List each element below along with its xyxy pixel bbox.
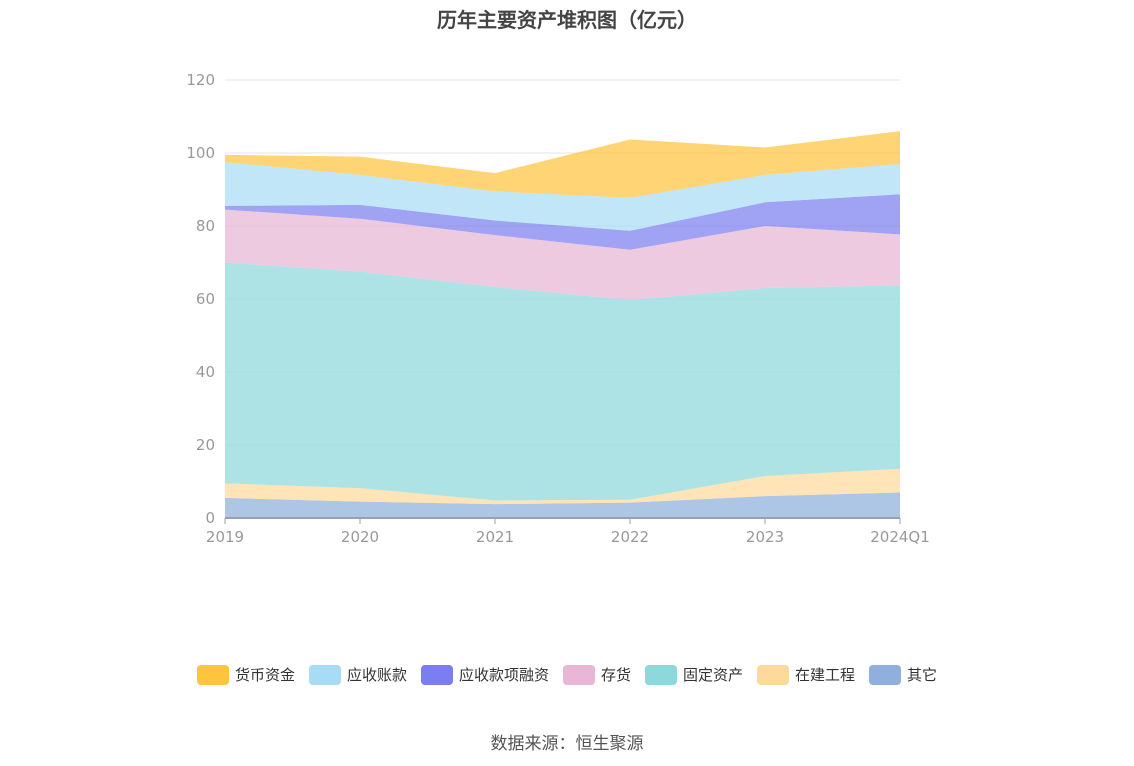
- legend-item[interactable]: 在建工程: [757, 664, 855, 685]
- x-tick-label: 2019: [206, 528, 244, 546]
- y-tick-label: 80: [196, 217, 215, 235]
- legend-item[interactable]: 应收款项融资: [420, 664, 549, 685]
- legend-swatch: [757, 664, 790, 685]
- x-tick-label: 2022: [611, 528, 649, 546]
- area-series: [225, 162, 900, 231]
- legend-label: 存货: [600, 666, 631, 684]
- data-source: 数据来源：恒生聚源: [490, 734, 644, 754]
- legend-swatch: [645, 664, 677, 685]
- legend-swatch: [308, 664, 341, 685]
- y-tick-label: 20: [196, 436, 215, 454]
- chart-legend: 货币资金 应收账款 应收款项融资 存货 固定资产 在建工程 其它: [0, 664, 1134, 685]
- x-tick-label: 2021: [476, 528, 514, 546]
- legend-swatch: [196, 664, 229, 685]
- legend-label: 应收账款: [346, 666, 407, 684]
- legend-label: 固定资产: [683, 666, 744, 684]
- legend-label: 应收款项融资: [458, 666, 549, 684]
- chart-title: 历年主要资产堆积图（亿元）: [437, 8, 697, 32]
- legend-item[interactable]: 存货: [562, 664, 631, 685]
- area-series: [225, 209, 900, 301]
- area-series: [225, 131, 900, 198]
- legend-item[interactable]: 固定资产: [645, 664, 743, 685]
- stacked-area-chart: 0 20 40 60 80 100 120 2019 2020 2021 2022 2023 2024Q…: [186, 71, 930, 546]
- area-series: [225, 492, 900, 518]
- legend-label: 货币资金: [234, 666, 295, 684]
- y-tick-label: 60: [196, 290, 215, 308]
- legend-swatch: [420, 664, 453, 685]
- y-tick-label: 40: [196, 363, 215, 381]
- legend-item[interactable]: 货币资金: [196, 664, 295, 685]
- legend-swatch: [869, 664, 902, 685]
- x-tick-label: 2023: [746, 528, 784, 546]
- legend-label: 其它: [907, 666, 938, 684]
- area-series: [225, 262, 900, 501]
- y-tick-label: 0: [205, 509, 215, 527]
- legend-item[interactable]: 应收账款: [308, 664, 407, 685]
- legend-label: 在建工程: [795, 666, 856, 684]
- x-tick-label: 2024Q1: [870, 528, 930, 546]
- y-tick-label: 120: [186, 71, 215, 89]
- area-series: [225, 468, 900, 505]
- y-tick-label: 100: [186, 144, 215, 162]
- x-tick-label: 2020: [341, 528, 379, 546]
- area-series: [225, 194, 900, 250]
- legend-item[interactable]: 其它: [869, 664, 937, 685]
- legend-swatch: [562, 664, 595, 685]
